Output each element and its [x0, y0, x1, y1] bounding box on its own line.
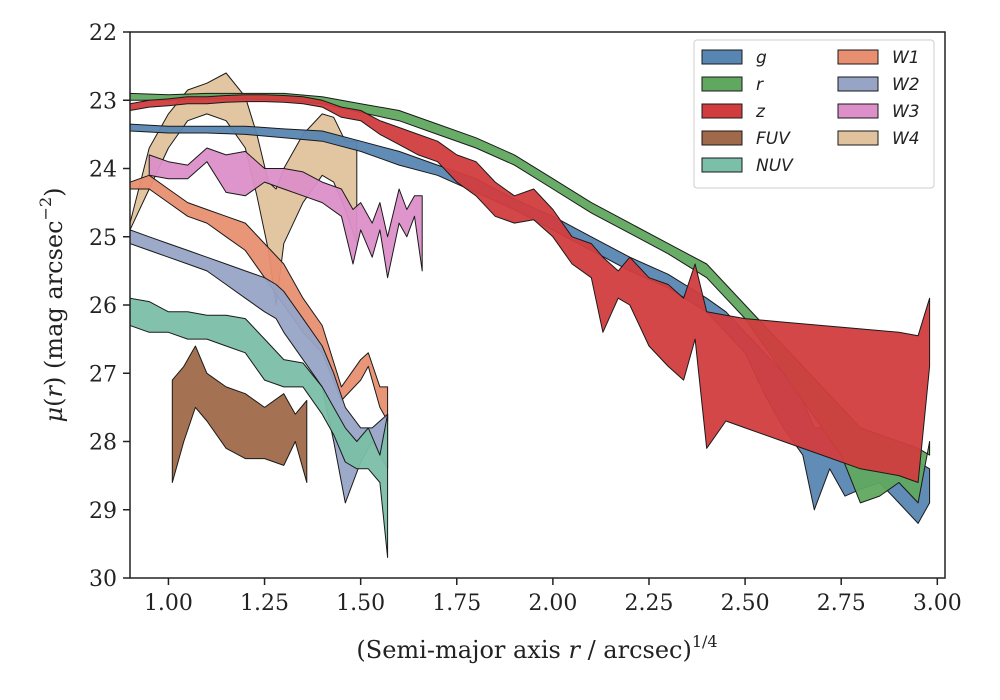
series-band-fuv [171, 345, 308, 483]
legend-label-z: z [755, 102, 766, 122]
x-axis-label: (Semi-major axis r / arcsec)1/4 [356, 632, 717, 664]
legend-swatch-g [701, 49, 743, 65]
x-tick-label: 3.00 [913, 591, 962, 616]
y-axis-label-unit: ) (mag arcsec [40, 220, 68, 386]
legend-label-r: r [756, 75, 764, 95]
y-axis: 22 23 24 25 26 27 28 29 30 [89, 21, 130, 592]
y-tick-label: 25 [89, 226, 117, 251]
legend: grz FUV NUV W1 W2 W3 W4 [693, 39, 935, 189]
series-layer [130, 72, 931, 558]
legend-label-w4: W4 [892, 129, 920, 149]
x-tick-label: 2.00 [528, 591, 577, 616]
y-tick-label: 24 [89, 158, 117, 183]
series-band-w3 [148, 147, 423, 279]
y-tick-label: 30 [89, 567, 117, 592]
y-axis-label-end: ) [40, 187, 68, 196]
series-band-nuv [130, 297, 389, 558]
x-tick-label: 1.75 [432, 591, 481, 616]
legend-label-nuv: NUV [756, 156, 794, 176]
y-tick-label: 29 [89, 499, 117, 524]
x-axis-label-suffix: / arcsec) [580, 636, 692, 664]
x-axis-label-var: r [568, 636, 581, 664]
legend-label-g: g [756, 48, 767, 68]
x-tick-label: 1.25 [240, 591, 289, 616]
y-tick-label: 26 [89, 294, 117, 319]
legend-swatch-nuv [701, 157, 743, 173]
y-axis-label-mu: μ [40, 407, 68, 423]
legend-swatch-r [701, 76, 743, 92]
legend-label-w2: W2 [892, 75, 920, 95]
legend-label-w1: W1 [892, 48, 920, 68]
legend-swatch-z [701, 103, 743, 119]
y-tick-label: 23 [89, 89, 117, 114]
y-axis-label-open: ( [40, 398, 68, 407]
series-band-z [130, 94, 931, 483]
x-tick-label: 2.25 [624, 591, 673, 616]
legend-swatch-fuv [701, 130, 743, 146]
x-axis-label-exponent: 1/4 [692, 632, 718, 651]
y-tick-label: 22 [89, 21, 117, 46]
legend-swatch-w4 [837, 130, 879, 146]
legend-swatch-w3 [837, 103, 879, 119]
y-tick-label: 28 [89, 431, 117, 456]
x-tick-label: 1.00 [144, 591, 193, 616]
x-tick-label: 1.50 [336, 591, 385, 616]
y-tick-label: 27 [89, 362, 117, 387]
x-tick-label: 2.75 [817, 591, 866, 616]
y-axis-label-exponent: −2 [36, 197, 55, 221]
x-axis: 1.00 1.25 1.50 1.75 2.00 2.25 2.50 2.75 3.00 [144, 578, 962, 616]
legend-label-w3: W3 [892, 102, 920, 122]
y-axis-label: μ(r) (mag arcsec−2) [36, 187, 68, 422]
legend-swatch-w1 [837, 49, 879, 65]
y-axis-label-var: r [40, 385, 68, 398]
legend-label-fuv: FUV [756, 129, 791, 149]
x-axis-label-prefix: (Semi-major axis [356, 636, 568, 664]
legend-swatch-w2 [837, 76, 879, 92]
x-tick-label: 2.50 [721, 591, 770, 616]
